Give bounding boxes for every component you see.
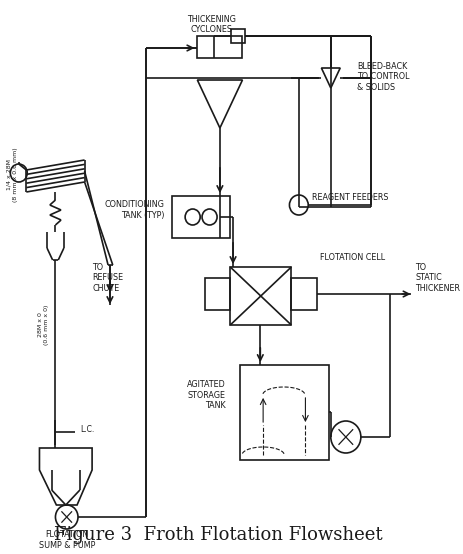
Text: FLOTATION
SUMP & PUMP: FLOTATION SUMP & PUMP: [38, 530, 95, 550]
Text: REAGENT FEEDERS: REAGENT FEEDERS: [311, 192, 388, 202]
Bar: [291, 278, 316, 310]
Text: 28M x 0
(0.6 mm x 0): 28M x 0 (0.6 mm x 0): [38, 305, 49, 345]
Bar: [197, 36, 242, 58]
Text: 1/4 x 28M
(8 mm x 0.6 mm): 1/4 x 28M (8 mm x 0.6 mm): [7, 148, 18, 202]
Text: TO
REFUSE
CHUTE: TO REFUSE CHUTE: [92, 263, 123, 293]
Text: FLOTATION CELL: FLOTATION CELL: [319, 254, 384, 263]
Text: TO
STATIC
THICKENER: TO STATIC THICKENER: [414, 263, 459, 293]
Text: L.C.: L.C.: [80, 425, 94, 434]
Text: THICKENING
CYCLONES: THICKENING CYCLONES: [187, 15, 235, 34]
Text: AGITATED
STORAGE
TANK: AGITATED STORAGE TANK: [187, 380, 225, 410]
Bar: [239, 365, 328, 460]
Bar: [230, 267, 291, 325]
Text: Figure 3  Froth Flotation Flowsheet: Figure 3 Froth Flotation Flowsheet: [54, 526, 382, 544]
Text: CONDITIONING
TANK (TYP): CONDITIONING TANK (TYP): [104, 201, 164, 220]
Bar: [172, 196, 230, 238]
Bar: [205, 278, 230, 310]
Text: BLEED-BACK
TO CONTROL
& SOLIDS: BLEED-BACK TO CONTROL & SOLIDS: [357, 62, 409, 92]
Bar: [231, 29, 245, 43]
